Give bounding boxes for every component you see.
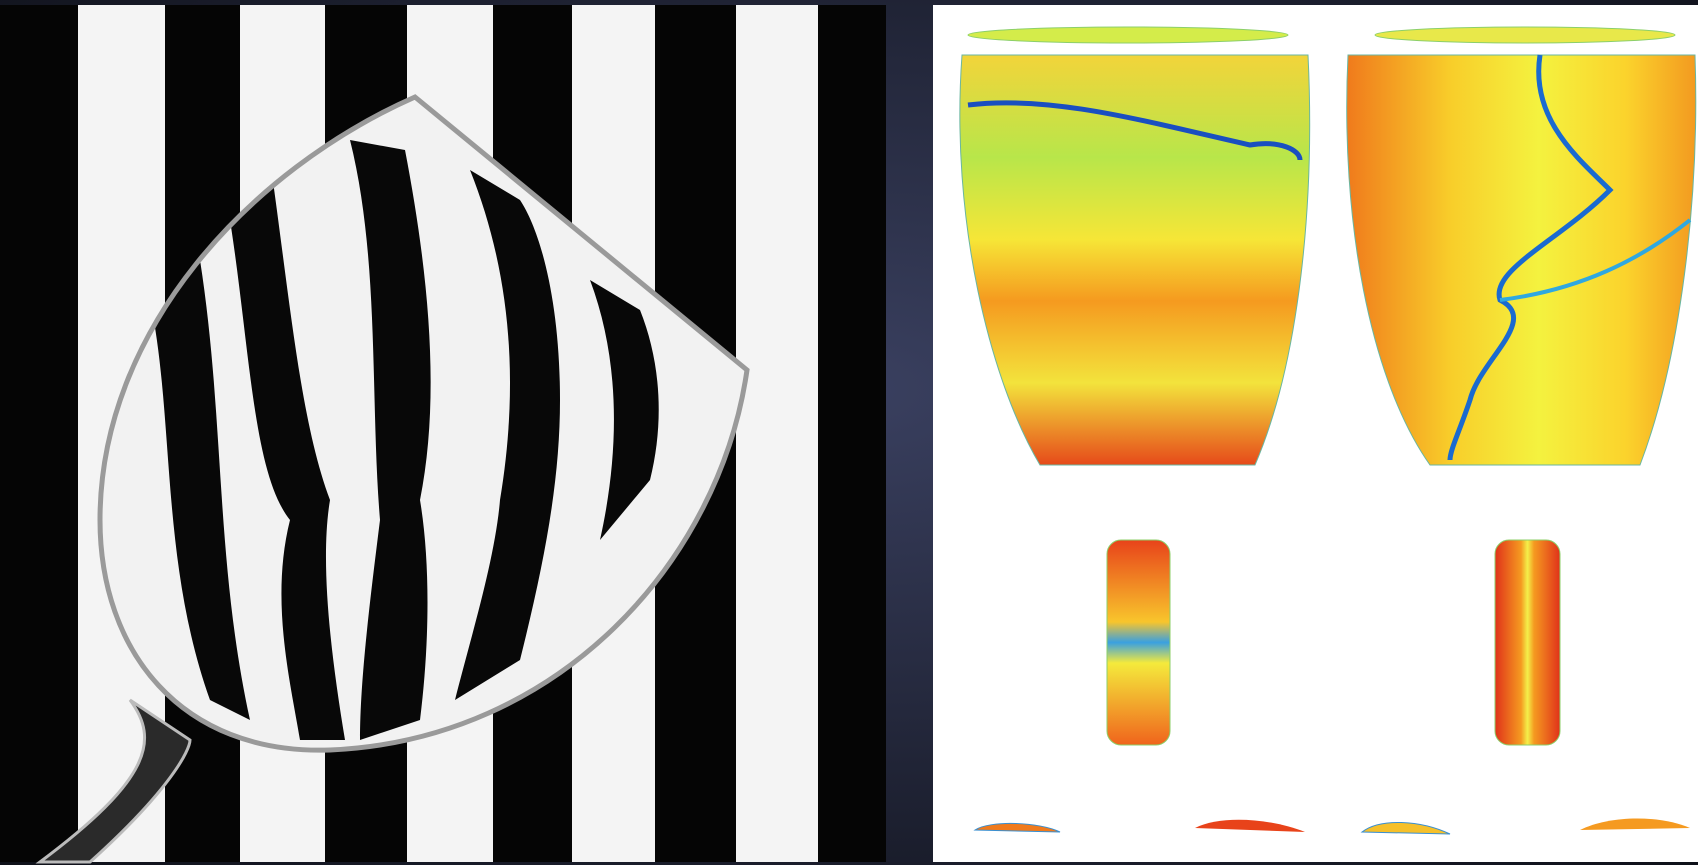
slide xyxy=(0,0,1698,865)
heatmap-panel xyxy=(933,5,1698,862)
glass-photo xyxy=(0,5,886,862)
